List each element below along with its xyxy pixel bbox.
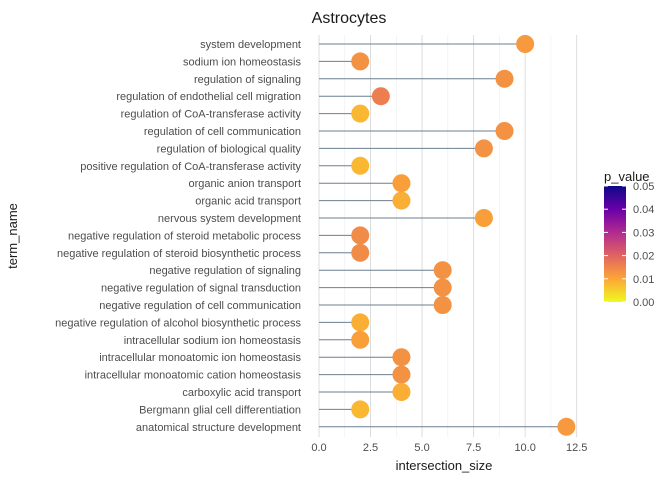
y-tick-label: negative regulation of steroid metabolic… bbox=[68, 230, 301, 242]
legend-tick-label: 0.03 bbox=[633, 227, 654, 239]
y-tick-labels: system development sodium ion homeostasis… bbox=[55, 39, 301, 434]
chart-title: Astrocytes bbox=[312, 10, 387, 27]
y-tick-label: organic acid transport bbox=[195, 196, 301, 208]
lollipop-point bbox=[495, 122, 514, 140]
x-tick-label: 0.0 bbox=[311, 442, 326, 454]
y-tick-label: organic anion transport bbox=[188, 178, 301, 190]
legend-tick-label: 0.02 bbox=[633, 251, 654, 263]
lollipop-point bbox=[351, 226, 370, 245]
x-tick-label: 7.5 bbox=[466, 442, 481, 454]
lollipop-point bbox=[433, 261, 452, 280]
x-tick-label: 10.0 bbox=[514, 442, 535, 454]
y-axis-title: term_name bbox=[5, 203, 20, 269]
x-tick-labels: 0.0 2.5 5.0 7.5 10.0 12.5 bbox=[311, 442, 587, 454]
y-tick-label: intracellular monoatomic cation homeosta… bbox=[85, 370, 302, 382]
legend-tick-label: 0.04 bbox=[633, 204, 654, 216]
lollipop-point bbox=[433, 278, 452, 297]
lollipop-point bbox=[495, 69, 514, 88]
legend-tick-label: 0.01 bbox=[633, 274, 654, 286]
lollipop-point bbox=[557, 417, 576, 436]
y-tick-label: anatomical structure development bbox=[136, 422, 301, 434]
y-tick-label: regulation of biological quality bbox=[157, 143, 302, 155]
lollipop-point bbox=[474, 209, 493, 227]
x-tick-label: 12.5 bbox=[566, 442, 587, 454]
legend: p_value 0.00 0.01 0.02 0.03 0.04 0.05 bbox=[604, 169, 654, 309]
lollipop-point bbox=[371, 87, 390, 106]
y-tick-label: regulation of endothelial cell migration bbox=[116, 91, 301, 103]
grid bbox=[318, 35, 578, 438]
y-tick-label: nervous system development bbox=[158, 213, 301, 225]
lollipop-point bbox=[392, 348, 411, 367]
lollipop-point bbox=[351, 400, 370, 419]
x-tick-label: 2.5 bbox=[363, 442, 378, 454]
y-tick-label: system development bbox=[200, 39, 301, 51]
y-tick-label: negative regulation of cell communicatio… bbox=[99, 300, 301, 312]
legend-ticks: 0.00 0.01 0.02 0.03 0.04 0.05 bbox=[604, 181, 654, 309]
legend-colorbar bbox=[604, 186, 626, 302]
lollipop-point bbox=[392, 174, 411, 193]
y-tick-label: negative regulation of alcohol biosynthe… bbox=[55, 317, 301, 329]
legend-title: p_value bbox=[604, 169, 650, 184]
x-axis-title: intersection_size bbox=[396, 458, 493, 473]
lollipop-point bbox=[474, 139, 493, 158]
lollipop-points bbox=[351, 35, 576, 436]
x-tick-label: 5.0 bbox=[414, 442, 429, 454]
lollipop-point bbox=[351, 313, 370, 332]
y-tick-label: regulation of signaling bbox=[194, 74, 301, 86]
lollipop-point bbox=[433, 296, 452, 314]
y-tick-label: positive regulation of CoA-transferase a… bbox=[80, 161, 301, 173]
lollipop-point bbox=[516, 35, 535, 53]
lollipop-point bbox=[351, 330, 370, 349]
lollipop-point bbox=[351, 156, 370, 175]
lollipop-point bbox=[351, 104, 370, 123]
y-tick-label: intracellular monoatomic ion homeostasis bbox=[99, 352, 301, 364]
lollipop-point bbox=[392, 191, 411, 210]
y-tick-label: carboxylic acid transport bbox=[182, 387, 301, 399]
lollipop-point bbox=[392, 365, 411, 384]
y-tick-label: sodium ion homeostasis bbox=[183, 56, 302, 68]
lollipop-point bbox=[351, 243, 370, 262]
lollipop-point bbox=[351, 52, 370, 71]
y-tick-label: negative regulation of signal transducti… bbox=[101, 283, 301, 295]
y-tick-label: intracellular sodium ion homeostasis bbox=[124, 335, 302, 347]
legend-tick-label: 0.05 bbox=[633, 181, 654, 193]
y-tick-label: regulation of cell communication bbox=[144, 126, 301, 138]
y-tick-label: Bergmann glial cell differentiation bbox=[139, 404, 301, 416]
lollipop-point bbox=[392, 383, 411, 401]
y-tick-label: regulation of CoA-transferase activity bbox=[121, 109, 302, 121]
y-tick-label: negative regulation of signaling bbox=[149, 265, 301, 277]
y-tick-label: negative regulation of steroid biosynthe… bbox=[57, 248, 301, 260]
legend-tick-label: 0.00 bbox=[633, 297, 654, 309]
